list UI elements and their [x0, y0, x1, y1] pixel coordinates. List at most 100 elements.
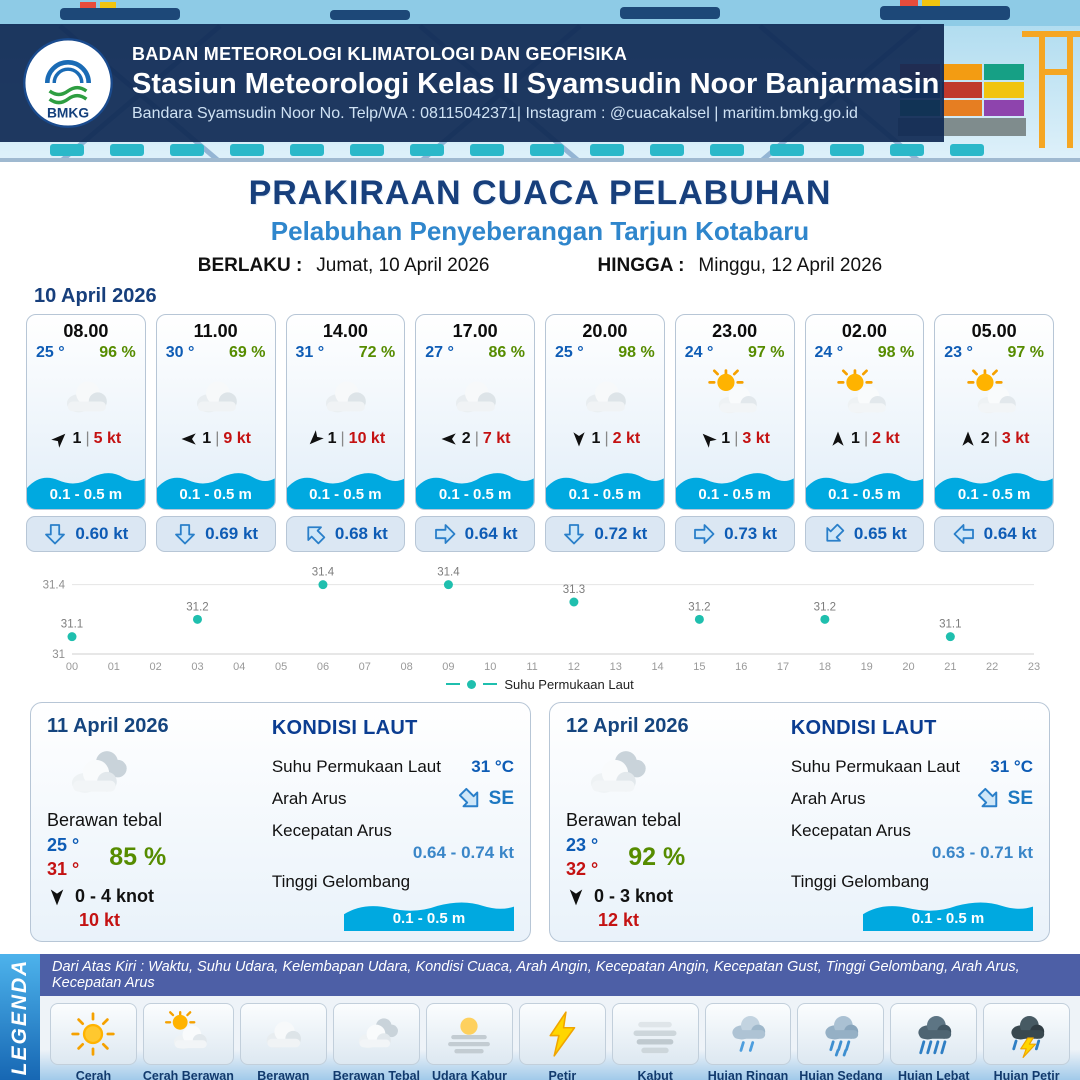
day-card: 11 April 2026 Berawan tebal 25 ° 31 ° 85… [30, 702, 531, 942]
wave-height-label: Tinggi Gelombang [271, 872, 411, 891]
hujan-sedang-icon [797, 1003, 885, 1065]
hour-humidity: 97 % [1007, 344, 1044, 361]
wind-arrow-icon [306, 430, 324, 448]
legend-item: Kabut [611, 1003, 699, 1080]
wind-arrow-icon [180, 430, 198, 448]
current-arrow-icon [173, 522, 197, 546]
current-direction-label: Arah Arus [271, 789, 347, 808]
contact-line: Bandara Syamsudin Noor No. Telp/WA : 081… [132, 104, 858, 122]
hour-card: 11.00 30 ° 69 % 1 | 9 kt 0.1 - 0.5 m [155, 314, 276, 552]
wind-speed: 1 [721, 430, 731, 447]
day-card: 12 April 2026 Berawan tebal 23 ° 32 ° 92… [549, 702, 1050, 942]
hingga-value: Minggu, 12 April 2026 [698, 255, 883, 276]
legend-section: LEGENDA Dari Atas Kiri : Waktu, Suhu Uda… [0, 954, 1080, 1080]
wave-height-band: 0.1 - 0.5 m [344, 896, 514, 931]
legend-item: Hujan Petir [983, 1003, 1071, 1080]
current-chip: 0.65 kt [804, 516, 925, 552]
sea-heading: KONDISI LAUT [790, 717, 937, 739]
wind-gust: 12 kt [598, 910, 640, 930]
hour-humidity: 69 % [229, 344, 266, 361]
sst-value: 31 °C [990, 757, 1033, 776]
kabut-icon [611, 1003, 699, 1065]
legend-item-label: Cerah Berawan [142, 1069, 234, 1080]
cerah-berawan-icon [806, 362, 924, 430]
day-date: 12 April 2026 [566, 715, 689, 737]
svg-text:31.2: 31.2 [814, 601, 836, 613]
svg-text:12: 12 [568, 661, 580, 673]
svg-text:31: 31 [52, 649, 65, 661]
wind-arrow-icon [50, 430, 69, 448]
wave-height-band: 0.1 - 0.5 m [863, 896, 1033, 931]
legend-item-label: Berawan [257, 1069, 310, 1080]
hour-temperature: 25 ° [555, 344, 584, 361]
wind-range: 0 - 4 knot [75, 886, 155, 906]
berlaku-value: Jumat, 10 April 2026 [316, 255, 490, 276]
validity-row: BERLAKU : Jumat, 10 April 2026 HINGGA : … [0, 255, 1080, 277]
sst-chart: 31 31.4 00 01 02 03 04 05 06 07 08 09 10 11 12 13 14 15 16… [26, 558, 1054, 694]
wave-height-value: 0.1 - 0.5 m [309, 486, 382, 503]
svg-text:09: 09 [442, 661, 454, 673]
legend-title: LEGENDA [8, 958, 31, 1076]
wave-height-label: Tinggi Gelombang [790, 872, 930, 891]
hour-temperature: 30 ° [165, 344, 195, 361]
svg-text:07: 07 [359, 661, 371, 673]
sea-conditions: KONDISI LAUT Suhu Permukaan Laut 31 °C A… [262, 715, 514, 931]
wave-height-value: 0.1 - 0.5 m [568, 486, 642, 503]
wind-arrow-icon [47, 887, 67, 907]
current-speed: 0.65 kt [853, 524, 907, 543]
legend-item: Udara Kabur [426, 1003, 513, 1080]
wave-height-band: 0.1 - 0.5 m [935, 465, 1053, 509]
daily-forecast-row: 11 April 2026 Berawan tebal 25 ° 31 ° 85… [0, 694, 1080, 942]
wind-arrow-icon [959, 430, 977, 448]
wind-gust: 9 kt [223, 430, 251, 447]
wind-arrow-icon [829, 430, 847, 448]
wave-height-band: 0.1 - 0.5 m [286, 465, 405, 509]
hour-time: 02.00 [841, 321, 887, 341]
svg-text:31.1: 31.1 [61, 619, 83, 631]
svg-text:22: 22 [986, 661, 998, 673]
hour-temperature: 24 ° [684, 344, 714, 361]
current-speed: 0.72 kt [594, 524, 648, 543]
svg-text:15: 15 [693, 661, 705, 673]
wind-speed: 1 [851, 430, 860, 447]
wind-gust: 3 kt [742, 430, 770, 447]
berawan-tebal-icon [332, 1003, 421, 1065]
berawan-icon [157, 362, 275, 430]
hour-temperature: 25 ° [36, 344, 65, 361]
temp-min: 23 ° [566, 835, 599, 855]
legend-title-strip: LEGENDA [0, 954, 40, 1080]
svg-text:31.4: 31.4 [43, 580, 66, 592]
wind-arrow-icon [566, 887, 586, 907]
petir-icon [518, 1003, 606, 1065]
svg-text:17: 17 [777, 661, 789, 673]
current-arrow-icon [562, 522, 586, 546]
hour-humidity: 72 % [358, 344, 396, 361]
org-name: BADAN METEOROLOGI KLIMATOLOGI DAN GEOFIS… [132, 43, 628, 64]
current-speed-value: 0.63 - 0.71 kt [931, 843, 1033, 862]
svg-text:14: 14 [651, 661, 663, 673]
cerah-berawan-icon [142, 1003, 234, 1065]
current-arrow-icon [303, 522, 327, 546]
wind-speed: 1 [591, 430, 601, 447]
current-speed: 0.64 kt [983, 524, 1037, 543]
svg-text:06: 06 [317, 661, 329, 673]
wind-gust: 2 kt [612, 430, 641, 447]
current-chip: 0.73 kt [674, 516, 795, 552]
hour-humidity: 98 % [618, 344, 655, 361]
svg-text:00: 00 [66, 661, 78, 673]
wind-speed: 2 [461, 430, 471, 447]
wind-row: 1 | 10 kt [287, 430, 405, 448]
current-direction-label: Arah Arus [790, 789, 866, 808]
wind-range: 0 - 3 knot [594, 886, 674, 906]
legend-item: Petir [518, 1003, 606, 1080]
temp-max: 32 ° [566, 859, 599, 879]
header-band: BMKG BADAN METEOROLOGI KLIMATOLOGI DAN G… [0, 24, 944, 142]
wave-height-value: 0.1 - 0.5 m [828, 486, 901, 503]
hour-humidity: 97 % [748, 344, 785, 361]
legend-item: Hujan Lebat [890, 1003, 978, 1080]
page-title: PRAKIRAAN CUACA PELABUHAN [248, 174, 832, 212]
day-date: 11 April 2026 [47, 715, 169, 737]
svg-text:19: 19 [861, 661, 873, 673]
berawan-icon [546, 362, 664, 430]
berawan-tebal-icon [47, 738, 262, 808]
